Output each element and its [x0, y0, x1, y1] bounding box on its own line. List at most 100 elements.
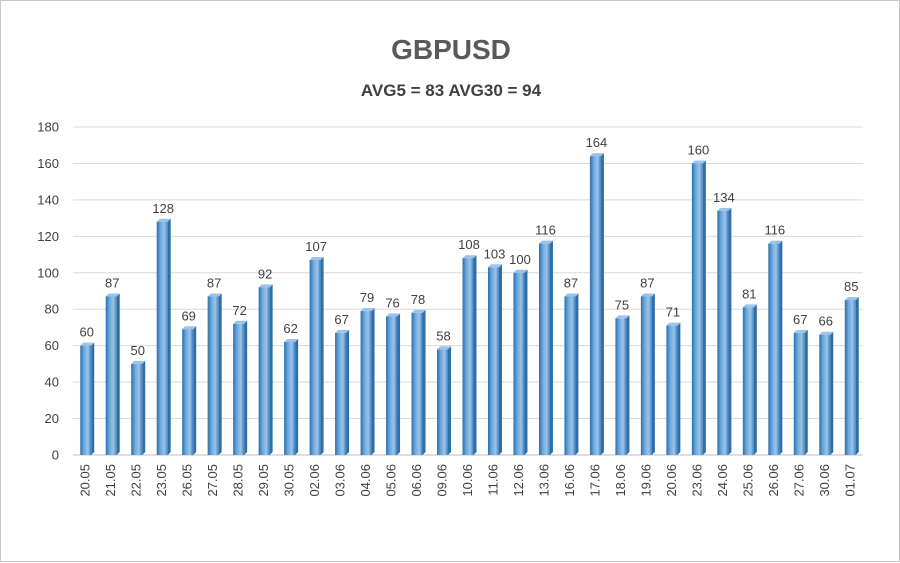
- bar-side: [269, 284, 273, 455]
- bar-top: [640, 293, 655, 297]
- x-tick-label: 25.06: [740, 464, 755, 497]
- bar: [742, 304, 757, 455]
- bar-front: [768, 243, 780, 455]
- bar-front: [487, 267, 499, 455]
- x-tick-label: 30.06: [817, 464, 832, 497]
- bar-top: [462, 255, 477, 259]
- bar-top: [156, 218, 171, 222]
- data-label: 116: [764, 223, 785, 238]
- bar: [437, 346, 452, 455]
- bar-side: [218, 293, 222, 455]
- bar-front: [538, 243, 550, 455]
- bar-side: [855, 297, 859, 455]
- x-tick-label: 27.06: [791, 464, 806, 497]
- bar-front: [742, 307, 754, 455]
- bar-side: [371, 308, 375, 455]
- bar-top: [182, 326, 197, 330]
- x-tick-label: 03.06: [333, 464, 348, 497]
- bar: [819, 331, 834, 455]
- bar-front: [691, 163, 703, 455]
- data-label: 134: [713, 190, 735, 205]
- bar-side: [600, 153, 604, 455]
- bar-front: [80, 345, 92, 455]
- bar-top: [717, 207, 732, 211]
- y-tick-label: 40: [45, 375, 59, 390]
- bar-front: [513, 272, 525, 455]
- bar: [335, 329, 350, 455]
- bar-front: [233, 323, 245, 455]
- bar: [80, 342, 95, 455]
- bar-top: [793, 329, 808, 333]
- chart-subtitle: AVG5 = 83 AVG30 = 94: [361, 81, 542, 100]
- bar-side: [804, 329, 808, 455]
- bar-side: [575, 293, 579, 455]
- bar: [793, 329, 808, 455]
- bar-side: [651, 293, 655, 455]
- data-label: 79: [360, 290, 374, 305]
- data-label: 75: [615, 297, 629, 312]
- x-tick-label: 01.07: [842, 464, 857, 497]
- x-tick-label: 23.06: [689, 464, 704, 497]
- y-tick-label: 180: [37, 120, 59, 135]
- bar-front: [156, 221, 168, 455]
- data-label: 67: [793, 312, 807, 327]
- bar: [564, 293, 579, 455]
- data-label: 128: [152, 201, 174, 216]
- data-label: 76: [385, 296, 399, 311]
- bar-front: [589, 156, 601, 455]
- bar-top: [844, 297, 859, 301]
- bar-front: [360, 311, 372, 455]
- data-label: 116: [535, 223, 556, 238]
- bar: [258, 284, 273, 455]
- data-label: 87: [207, 275, 221, 290]
- bar: [615, 315, 630, 455]
- x-tick-label: 23.05: [154, 464, 169, 497]
- x-tick-label: 24.06: [715, 464, 730, 497]
- y-tick-label: 20: [45, 411, 59, 426]
- x-tick-label: 26.05: [180, 464, 195, 497]
- data-label: 81: [742, 286, 756, 301]
- bars: [80, 153, 859, 455]
- x-tick-label: 09.06: [435, 464, 450, 497]
- data-label: 164: [586, 135, 608, 150]
- bar-front: [207, 296, 219, 455]
- x-tick-label: 16.06: [562, 464, 577, 497]
- bar: [513, 269, 528, 455]
- x-tick-label: 12.06: [511, 464, 526, 497]
- bar-front: [615, 318, 627, 455]
- bar-top: [207, 293, 222, 297]
- x-tick-label: 18.06: [613, 464, 628, 497]
- bar: [284, 339, 299, 455]
- bar-side: [524, 269, 528, 455]
- bar-front: [793, 332, 805, 455]
- x-tick-label: 27.05: [205, 464, 220, 497]
- data-label: 72: [232, 303, 246, 318]
- bar-front: [335, 332, 347, 455]
- bar-side: [295, 339, 299, 455]
- x-tick-label: 30.05: [282, 464, 297, 497]
- x-tick-label: 04.06: [358, 464, 373, 497]
- bar-top: [335, 329, 350, 333]
- bar: [538, 240, 553, 455]
- bar: [386, 313, 401, 455]
- bar-top: [284, 339, 299, 343]
- data-label: 92: [258, 266, 272, 281]
- bar: [666, 322, 681, 455]
- bar-top: [386, 313, 401, 317]
- y-tick-label: 120: [37, 229, 59, 244]
- bar: [156, 218, 171, 455]
- bar-top: [615, 315, 630, 319]
- bar-side: [167, 218, 171, 455]
- x-axis: 20.05 21.05 22.05 23.05 26.05 27.05 28.05 29.05…: [78, 464, 858, 497]
- bar-front: [437, 349, 449, 455]
- x-tick-label: 17.06: [587, 464, 602, 497]
- bar: [589, 153, 604, 455]
- x-tick-label: 05.06: [384, 464, 399, 497]
- bar-front: [182, 329, 194, 455]
- data-labels: 60 87 50 128 69 87 72 92 62 107 67 79 76 78 58 108 103 10…: [80, 135, 859, 358]
- bar-side: [422, 309, 426, 455]
- bar-top: [309, 257, 324, 261]
- y-tick-label: 60: [45, 338, 59, 353]
